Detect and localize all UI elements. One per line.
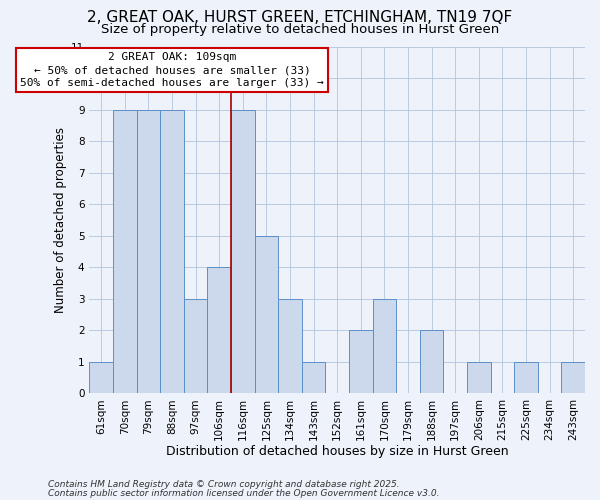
Y-axis label: Number of detached properties: Number of detached properties [54,127,67,313]
Bar [373,299,396,394]
Text: Contains HM Land Registry data © Crown copyright and database right 2025.: Contains HM Land Registry data © Crown c… [48,480,400,489]
Bar [231,110,254,394]
Bar [89,362,113,394]
Bar [302,362,325,394]
Text: Size of property relative to detached houses in Hurst Green: Size of property relative to detached ho… [101,22,499,36]
Bar [278,299,302,394]
Text: Contains public sector information licensed under the Open Government Licence v3: Contains public sector information licen… [48,490,439,498]
Bar [254,236,278,394]
Bar [467,362,491,394]
Bar [514,362,538,394]
X-axis label: Distribution of detached houses by size in Hurst Green: Distribution of detached houses by size … [166,444,509,458]
Bar [160,110,184,394]
Bar [562,362,585,394]
Text: 2, GREAT OAK, HURST GREEN, ETCHINGHAM, TN19 7QF: 2, GREAT OAK, HURST GREEN, ETCHINGHAM, T… [88,10,512,25]
Bar [208,267,231,394]
Bar [349,330,373,394]
Bar [420,330,443,394]
Bar [184,299,208,394]
Text: 2 GREAT OAK: 109sqm
← 50% of detached houses are smaller (33)
50% of semi-detach: 2 GREAT OAK: 109sqm ← 50% of detached ho… [20,52,324,88]
Bar [113,110,137,394]
Bar [137,110,160,394]
